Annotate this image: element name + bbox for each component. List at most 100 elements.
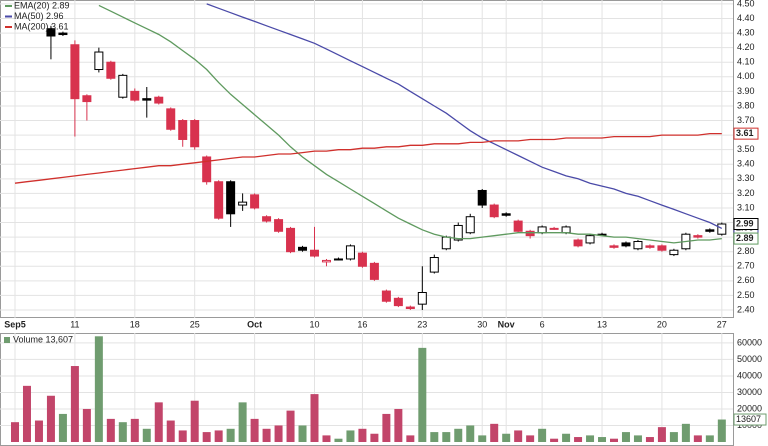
candle-body <box>453 224 463 241</box>
volume-bar <box>11 422 19 442</box>
candle-body <box>441 236 451 250</box>
candle-body <box>645 245 655 248</box>
volume-bar <box>142 428 151 442</box>
y-tick-label: 4.30 <box>737 27 755 37</box>
price-tag <box>733 127 759 140</box>
candle-body <box>609 245 619 248</box>
candle-body <box>274 219 284 232</box>
legend-label: MA(200) 3.61 <box>14 21 69 31</box>
y-tick-label: 3.20 <box>737 188 755 198</box>
candle-body <box>190 120 200 148</box>
volume-label: Volume 13,607 <box>13 334 73 344</box>
y-tick-label: 4.40 <box>737 13 755 23</box>
price-tag <box>733 217 759 230</box>
volume-bar <box>370 433 379 442</box>
volume-bar <box>621 432 630 442</box>
candle-body <box>142 98 152 101</box>
x-tick-label: 20 <box>657 319 667 329</box>
volume-bar <box>574 437 583 442</box>
volume-bar <box>526 435 535 442</box>
volume-bar <box>478 435 487 442</box>
candle-body <box>669 249 679 256</box>
volume-bar <box>490 423 499 442</box>
x-tick-label: 25 <box>190 319 200 329</box>
y-tick-label: 2.40 <box>737 304 755 314</box>
candle-body <box>405 306 415 310</box>
volume-tag-label: 13607 <box>736 414 761 424</box>
candle-body <box>585 235 595 244</box>
y-tick-label: 40000 <box>737 370 762 380</box>
candle-body <box>82 95 92 103</box>
volume-bar <box>681 423 690 442</box>
candle-body <box>58 32 68 36</box>
candle-body <box>286 227 296 253</box>
candle-body <box>321 259 331 263</box>
grid <box>0 0 733 442</box>
x-tick-label: Nov <box>498 319 515 329</box>
candle-body <box>501 213 511 216</box>
y-tick-label: 4.50 <box>737 0 755 8</box>
y-tick-label: 3.90 <box>737 86 755 96</box>
volume-bar <box>94 336 103 442</box>
candle-body <box>178 120 188 140</box>
x-tick-label: Oct <box>247 319 262 329</box>
candle-body <box>70 44 80 100</box>
candle-body <box>130 90 140 101</box>
volume-bar <box>514 430 523 442</box>
volume-bar <box>550 438 559 442</box>
candle-body <box>357 252 367 267</box>
candle-body <box>465 216 475 234</box>
candle-body <box>717 223 727 235</box>
candle-body <box>561 226 571 234</box>
candle-body <box>226 181 236 215</box>
candle-body <box>621 242 631 247</box>
volume-bar <box>190 400 199 442</box>
candle-body <box>393 297 403 307</box>
volume-bar <box>633 435 642 442</box>
candle-body <box>166 108 176 130</box>
y-tick-label: 2.50 <box>737 290 755 300</box>
volume-bar <box>394 408 403 442</box>
candle-body <box>489 204 499 218</box>
y-tick-label: 50000 <box>737 354 762 364</box>
volume-bar <box>442 432 451 442</box>
x-tick-label: 13 <box>597 319 607 329</box>
y-tick-label: 3.70 <box>737 115 755 125</box>
price-tag-label: 3.61 <box>736 128 754 138</box>
volume-bar <box>166 420 175 442</box>
volume-bar <box>358 428 367 442</box>
x-tick-label: 27 <box>717 319 727 329</box>
volume-bar <box>705 435 714 442</box>
y-tick-label: 3.40 <box>737 159 755 169</box>
candle-body <box>633 240 643 250</box>
candle-body <box>214 181 224 219</box>
x-tick-label: 18 <box>130 319 140 329</box>
volume-bar <box>693 435 702 442</box>
candle-body <box>705 229 715 232</box>
volume-bar <box>310 394 319 442</box>
candle-body <box>693 235 703 238</box>
marks <box>11 3 727 442</box>
price-tag <box>733 232 759 245</box>
volume-icon <box>4 337 10 343</box>
x-tick-label: 23 <box>417 319 427 329</box>
y-tick-label: 2.80 <box>737 246 755 256</box>
legend-label: MA(50) 2.96 <box>14 11 64 21</box>
volume-bar <box>430 432 439 442</box>
volume-bar <box>610 438 618 442</box>
y-tick-label: 2.70 <box>737 261 755 271</box>
candle-body <box>369 262 379 280</box>
y-tick-label: 2.60 <box>737 275 755 285</box>
volume-bar <box>82 408 91 442</box>
y-tick-label: 3.10 <box>737 202 755 212</box>
candle-body <box>537 226 547 234</box>
candle-body <box>525 230 535 237</box>
candle-body <box>573 239 583 247</box>
volume-bar <box>538 428 547 442</box>
ma-line <box>98 4 722 244</box>
volume-bar <box>669 432 678 442</box>
x-tick-label: 10 <box>309 319 319 329</box>
volume-bar <box>46 395 55 442</box>
